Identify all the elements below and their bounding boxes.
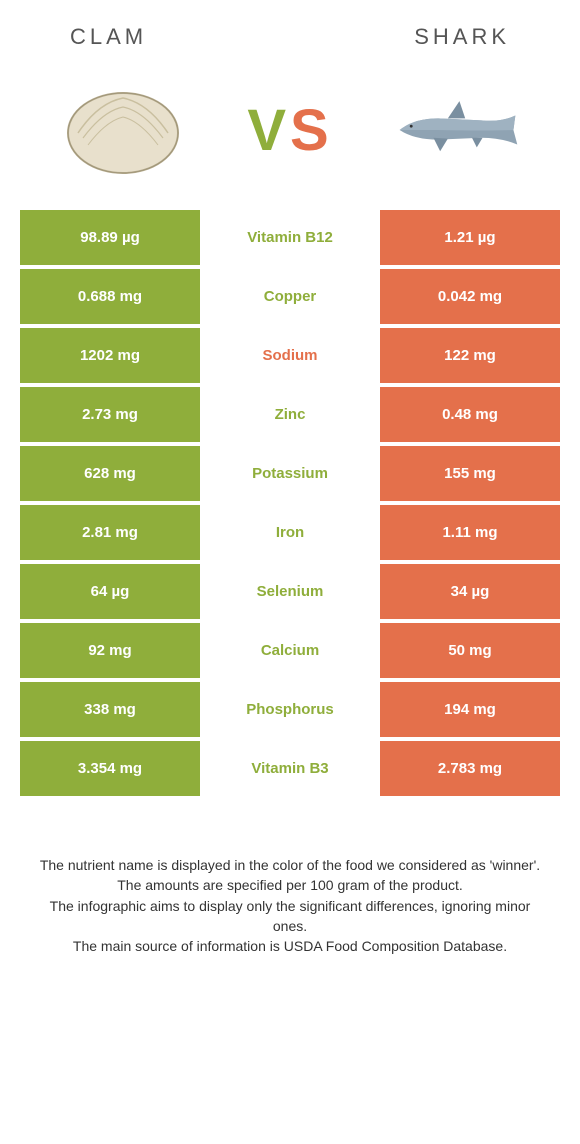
left-value: 3.354 mg bbox=[20, 741, 200, 796]
table-row: 2.81 mgIron1.11 mg bbox=[20, 505, 560, 560]
left-value: 2.73 mg bbox=[20, 387, 200, 442]
left-value: 338 mg bbox=[20, 682, 200, 737]
nutrient-name: Potassium bbox=[200, 446, 380, 501]
left-value: 92 mg bbox=[20, 623, 200, 678]
right-value: 2.783 mg bbox=[380, 741, 560, 796]
right-value: 1.21 µg bbox=[380, 210, 560, 265]
nutrient-name: Phosphorus bbox=[200, 682, 380, 737]
shark-image bbox=[390, 80, 525, 180]
right-value: 1.11 mg bbox=[380, 505, 560, 560]
table-row: 628 mgPotassium155 mg bbox=[20, 446, 560, 501]
nutrient-name: Iron bbox=[200, 505, 380, 560]
table-row: 1202 mgSodium122 mg bbox=[20, 328, 560, 383]
left-value: 0.688 mg bbox=[20, 269, 200, 324]
nutrient-name: Copper bbox=[200, 269, 380, 324]
left-value: 1202 mg bbox=[20, 328, 200, 383]
nutrient-table: 98.89 µgVitamin B121.21 µg0.688 mgCopper… bbox=[20, 210, 560, 796]
nutrient-name: Sodium bbox=[200, 328, 380, 383]
vs-s: S bbox=[290, 97, 333, 164]
right-value: 122 mg bbox=[380, 328, 560, 383]
right-value: 155 mg bbox=[380, 446, 560, 501]
table-row: 98.89 µgVitamin B121.21 µg bbox=[20, 210, 560, 265]
table-row: 92 mgCalcium50 mg bbox=[20, 623, 560, 678]
nutrient-name: Calcium bbox=[200, 623, 380, 678]
right-value: 194 mg bbox=[380, 682, 560, 737]
table-row: 2.73 mgZinc0.48 mg bbox=[20, 387, 560, 442]
footer-line-2: The amounts are specified per 100 gram o… bbox=[35, 875, 545, 895]
nutrient-name: Vitamin B12 bbox=[200, 210, 380, 265]
left-value: 628 mg bbox=[20, 446, 200, 501]
footer-line-4: The main source of information is USDA F… bbox=[35, 936, 545, 956]
footer-notes: The nutrient name is displayed in the co… bbox=[0, 800, 580, 956]
table-row: 3.354 mgVitamin B32.783 mg bbox=[20, 741, 560, 796]
right-value: 0.042 mg bbox=[380, 269, 560, 324]
vs-v: V bbox=[247, 97, 290, 164]
clam-image bbox=[55, 80, 190, 180]
right-value: 50 mg bbox=[380, 623, 560, 678]
left-value: 2.81 mg bbox=[20, 505, 200, 560]
vs-row: VS bbox=[0, 60, 580, 210]
header: CLAM SHARK bbox=[0, 0, 580, 60]
nutrient-name: Selenium bbox=[200, 564, 380, 619]
right-food-title: SHARK bbox=[414, 24, 510, 50]
left-food-title: CLAM bbox=[70, 24, 147, 50]
nutrient-name: Vitamin B3 bbox=[200, 741, 380, 796]
footer-line-3: The infographic aims to display only the… bbox=[35, 896, 545, 937]
table-row: 0.688 mgCopper0.042 mg bbox=[20, 269, 560, 324]
right-value: 0.48 mg bbox=[380, 387, 560, 442]
table-row: 338 mgPhosphorus194 mg bbox=[20, 682, 560, 737]
vs-text: VS bbox=[247, 97, 332, 164]
left-value: 64 µg bbox=[20, 564, 200, 619]
left-value: 98.89 µg bbox=[20, 210, 200, 265]
footer-line-1: The nutrient name is displayed in the co… bbox=[35, 855, 545, 875]
nutrient-name: Zinc bbox=[200, 387, 380, 442]
table-row: 64 µgSelenium34 µg bbox=[20, 564, 560, 619]
right-value: 34 µg bbox=[380, 564, 560, 619]
